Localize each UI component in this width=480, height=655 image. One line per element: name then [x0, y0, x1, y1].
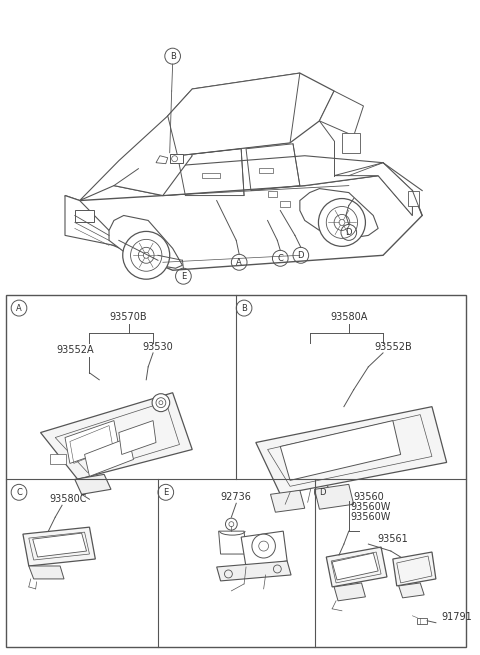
Polygon shape	[399, 583, 424, 598]
Circle shape	[226, 518, 237, 530]
Text: 93530: 93530	[143, 342, 173, 352]
Circle shape	[152, 394, 170, 411]
Polygon shape	[84, 438, 133, 476]
Text: 93560: 93560	[353, 493, 384, 502]
Polygon shape	[417, 618, 427, 624]
Polygon shape	[334, 583, 365, 601]
Bar	[75, 210, 95, 223]
Polygon shape	[334, 162, 412, 215]
Text: 93552B: 93552B	[374, 342, 412, 352]
Polygon shape	[75, 474, 111, 495]
Polygon shape	[114, 156, 412, 215]
Text: A: A	[16, 303, 22, 312]
Text: D: D	[298, 251, 304, 260]
Text: 93561: 93561	[377, 534, 408, 544]
Polygon shape	[119, 421, 156, 455]
Text: 93580C: 93580C	[49, 495, 87, 504]
Polygon shape	[40, 393, 192, 479]
Polygon shape	[314, 484, 354, 509]
Bar	[267, 191, 277, 196]
Polygon shape	[29, 566, 64, 579]
Circle shape	[318, 198, 365, 246]
Bar	[6, 295, 466, 646]
Polygon shape	[80, 116, 192, 200]
Text: 93570B: 93570B	[110, 312, 147, 322]
Text: 91791: 91791	[442, 612, 472, 622]
Polygon shape	[256, 407, 447, 495]
Bar	[342, 133, 360, 153]
Circle shape	[123, 231, 170, 279]
Text: B: B	[241, 303, 247, 312]
Polygon shape	[393, 552, 436, 586]
Polygon shape	[300, 189, 378, 238]
Polygon shape	[156, 156, 168, 164]
Polygon shape	[109, 215, 182, 269]
Bar	[280, 200, 290, 206]
Text: 93580A: 93580A	[330, 312, 368, 322]
Polygon shape	[241, 531, 287, 567]
Text: C: C	[277, 253, 283, 263]
Polygon shape	[326, 547, 387, 587]
Circle shape	[252, 534, 276, 558]
Text: E: E	[163, 488, 168, 496]
Polygon shape	[216, 561, 291, 581]
Bar	[50, 455, 66, 464]
Text: E: E	[181, 272, 186, 281]
Circle shape	[156, 398, 166, 407]
Text: C: C	[16, 488, 22, 496]
Polygon shape	[280, 421, 401, 480]
Bar	[170, 154, 183, 162]
Text: 93552A: 93552A	[56, 345, 94, 355]
Text: 93560W: 93560W	[350, 502, 391, 512]
Polygon shape	[271, 491, 305, 512]
Polygon shape	[23, 527, 96, 566]
Polygon shape	[168, 73, 300, 156]
Polygon shape	[153, 73, 334, 166]
Text: B: B	[170, 52, 176, 61]
Polygon shape	[319, 91, 363, 136]
Bar	[202, 173, 220, 178]
Polygon shape	[65, 176, 422, 271]
Polygon shape	[65, 196, 119, 246]
Text: D: D	[346, 228, 352, 237]
Polygon shape	[65, 421, 119, 464]
Polygon shape	[332, 553, 378, 580]
Polygon shape	[218, 531, 246, 554]
Bar	[408, 191, 419, 206]
Polygon shape	[33, 533, 86, 557]
Text: 92736: 92736	[221, 493, 252, 502]
Bar	[259, 168, 274, 173]
Text: D: D	[319, 488, 325, 496]
Text: 93560W: 93560W	[350, 512, 391, 522]
Text: A: A	[236, 258, 242, 267]
